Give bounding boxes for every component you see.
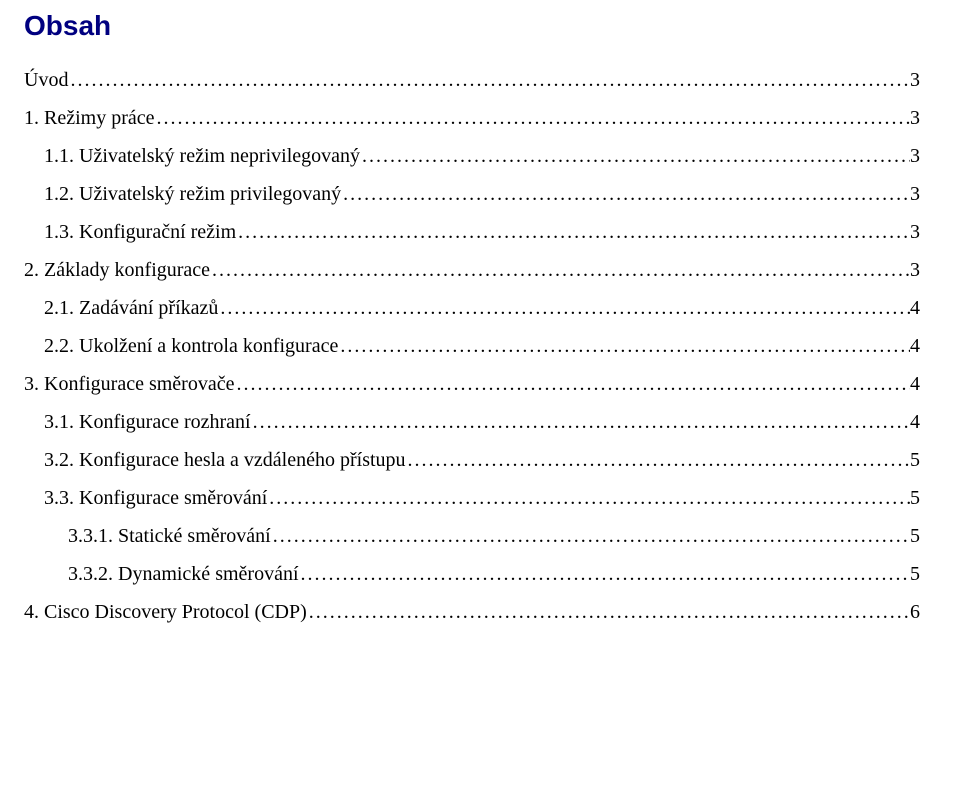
toc-entry-page: 6 <box>910 602 920 622</box>
toc-entry-label: 3.2. Konfigurace hesla a vzdáleného přís… <box>44 450 406 470</box>
toc-entry-page: 3 <box>910 184 920 204</box>
toc-entry-page: 3 <box>910 70 920 90</box>
toc-entry: 2. Základy konfigurace 3 <box>24 260 920 280</box>
toc-entry-page: 4 <box>910 298 920 318</box>
toc-leader-dots <box>267 488 910 508</box>
toc-leader-dots <box>299 564 911 584</box>
toc-leader-dots <box>68 70 910 90</box>
toc-entry-label: 1.2. Uživatelský režim privilegovaný <box>44 184 341 204</box>
toc-entry: 3.3. Konfigurace směrování 5 <box>24 488 920 508</box>
toc-entry-page: 4 <box>910 374 920 394</box>
table-of-contents: Úvod31. Režimy práce31.1. Uživatelský re… <box>24 70 920 622</box>
toc-entry-label: 3.3.1. Statické směrování <box>68 526 271 546</box>
toc-entry-page: 3 <box>910 146 920 166</box>
toc-entry: 3.3.1. Statické směrování 5 <box>24 526 920 546</box>
toc-entry: 4. Cisco Discovery Protocol (CDP) 6 <box>24 602 920 622</box>
toc-entry: 3.3.2. Dynamické směrování 5 <box>24 564 920 584</box>
toc-entry-label: 3.3.2. Dynamické směrování <box>68 564 299 584</box>
toc-leader-dots <box>271 526 910 546</box>
toc-entry-label: 4. Cisco Discovery Protocol (CDP) <box>24 602 307 622</box>
toc-leader-dots <box>210 260 910 280</box>
toc-entry: 1.1. Uživatelský režim neprivilegovaný 3 <box>24 146 920 166</box>
toc-entry-page: 4 <box>910 336 920 356</box>
toc-entry: 1. Režimy práce 3 <box>24 108 920 128</box>
toc-leader-dots <box>236 222 910 242</box>
toc-entry: 1.2. Uživatelský režim privilegovaný 3 <box>24 184 920 204</box>
toc-entry: Úvod 3 <box>24 70 920 90</box>
toc-entry-label: 1.1. Uživatelský režim neprivilegovaný <box>44 146 360 166</box>
toc-entry-page: 5 <box>910 488 920 508</box>
toc-entry: 3. Konfigurace směrovače 4 <box>24 374 920 394</box>
toc-entry: 3.2. Konfigurace hesla a vzdáleného přís… <box>24 450 920 470</box>
toc-leader-dots <box>341 184 910 204</box>
document-page: Obsah Úvod31. Režimy práce31.1. Uživatel… <box>0 0 960 642</box>
toc-entry-label: 3.1. Konfigurace rozhraní <box>44 412 251 432</box>
toc-leader-dots <box>360 146 910 166</box>
toc-leader-dots <box>338 336 910 356</box>
toc-entry-label: 3.3. Konfigurace směrování <box>44 488 267 508</box>
toc-entry-page: 3 <box>910 260 920 280</box>
toc-entry-page: 5 <box>910 564 920 584</box>
toc-entry-label: Úvod <box>24 70 68 90</box>
toc-entry-page: 4 <box>910 412 920 432</box>
toc-entry: 2.1. Zadávání příkazů 4 <box>24 298 920 318</box>
toc-entry-label: 1.3. Konfigurační režim <box>44 222 236 242</box>
toc-entry-page: 5 <box>910 526 920 546</box>
toc-entry-label: 2. Základy konfigurace <box>24 260 210 280</box>
toc-entry: 3.1. Konfigurace rozhraní 4 <box>24 412 920 432</box>
toc-leader-dots <box>234 374 910 394</box>
toc-leader-dots <box>251 412 910 432</box>
page-title: Obsah <box>24 10 920 42</box>
toc-leader-dots <box>155 108 911 128</box>
toc-leader-dots <box>218 298 910 318</box>
toc-entry-label: 2.1. Zadávání příkazů <box>44 298 218 318</box>
toc-entry-label: 1. Režimy práce <box>24 108 155 128</box>
toc-entry-page: 3 <box>910 108 920 128</box>
toc-entry-label: 3. Konfigurace směrovače <box>24 374 234 394</box>
toc-entry: 2.2. Ukolžení a kontrola konfigurace 4 <box>24 336 920 356</box>
toc-entry-label: 2.2. Ukolžení a kontrola konfigurace <box>44 336 338 356</box>
toc-entry-page: 5 <box>910 450 920 470</box>
toc-entry: 1.3. Konfigurační režim 3 <box>24 222 920 242</box>
toc-entry-page: 3 <box>910 222 920 242</box>
toc-leader-dots <box>307 602 910 622</box>
toc-leader-dots <box>406 450 910 470</box>
